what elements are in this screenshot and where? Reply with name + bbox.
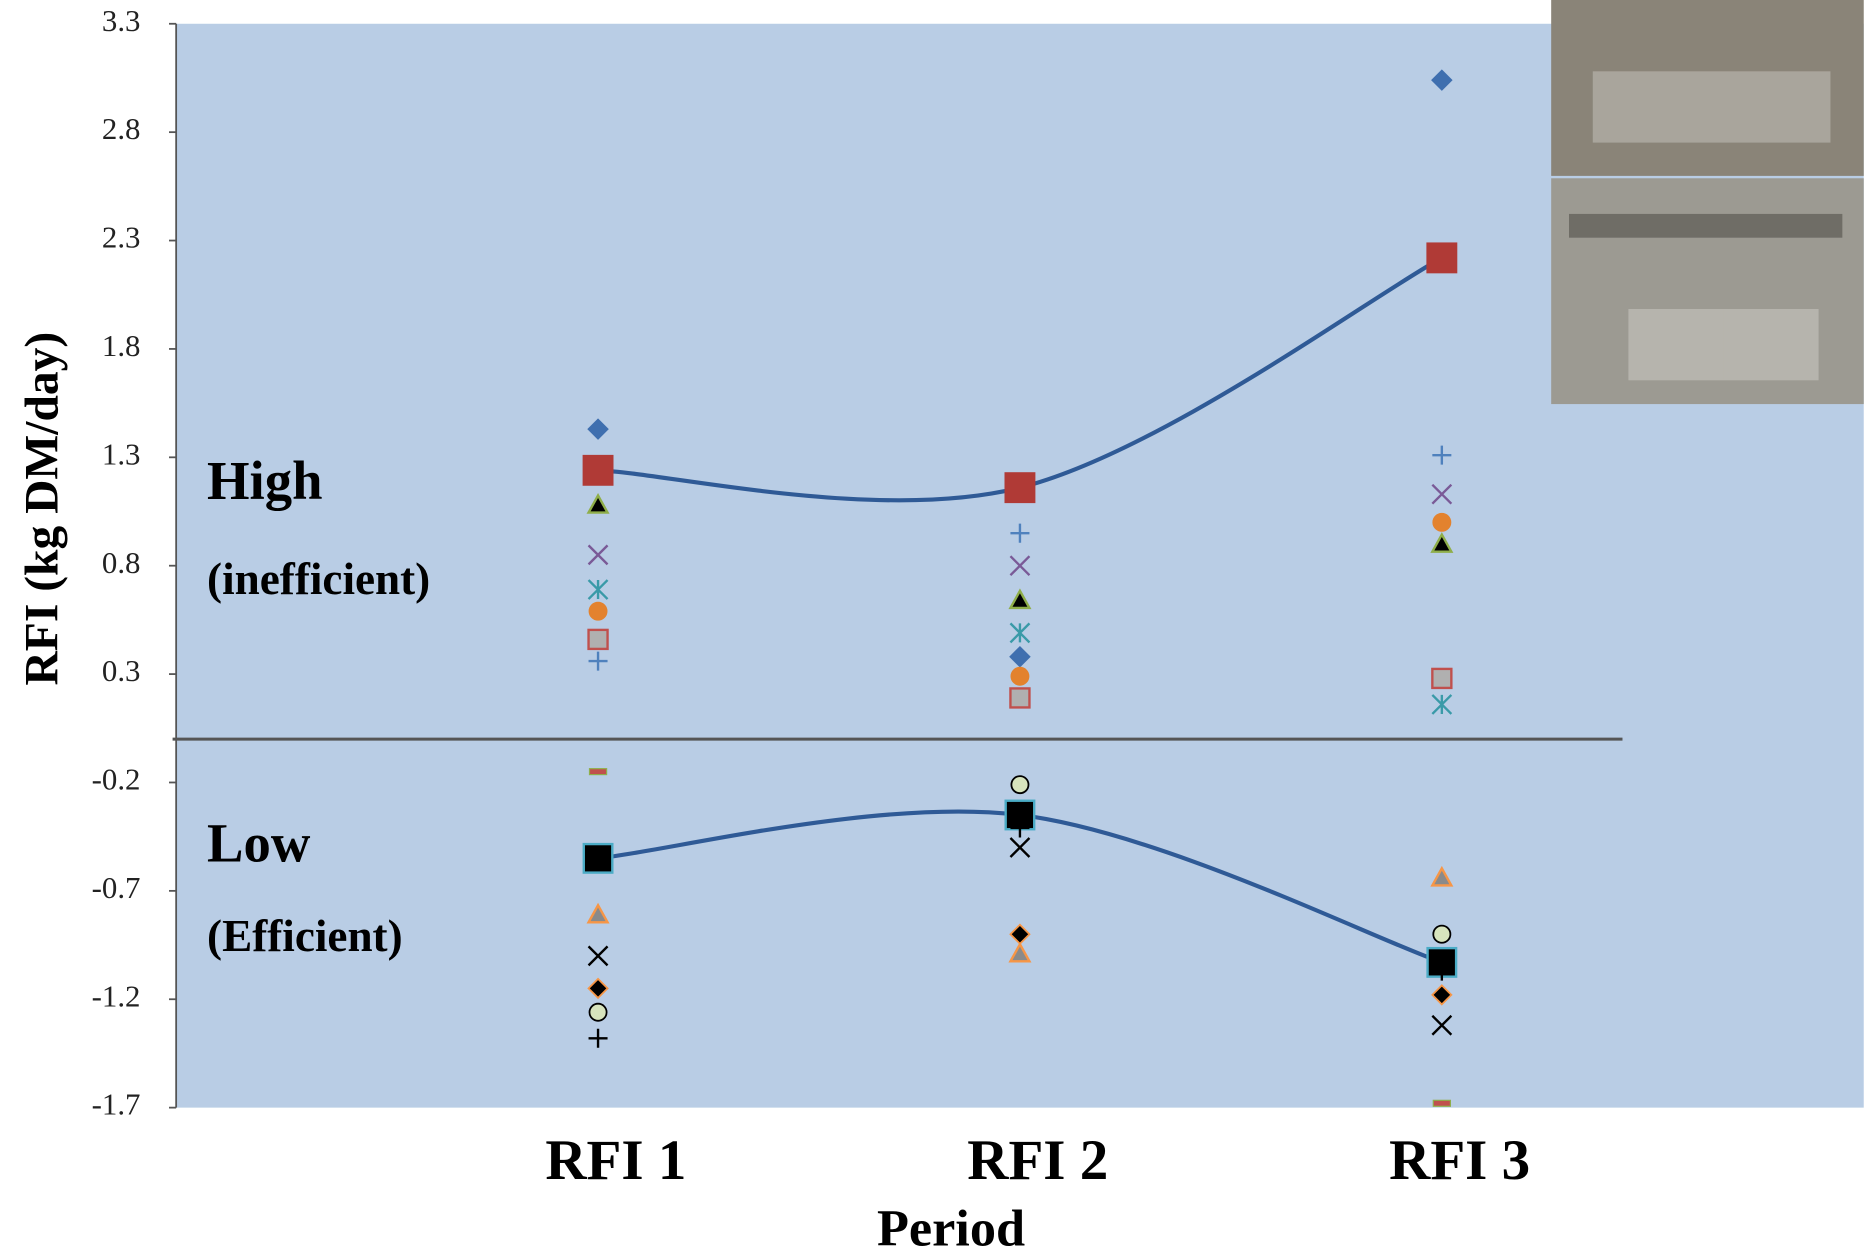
marker [1428,244,1457,273]
annotation: Low [207,813,311,874]
marker [589,603,606,620]
marker [589,630,608,649]
annotation: (inefficient) [207,554,430,604]
marker [1006,473,1035,502]
y-tick-label: 2.8 [102,111,141,146]
marker [589,769,606,775]
marker [584,844,613,873]
marker [1432,669,1451,688]
y-axis-label: RFI (kg DM/day) [16,332,68,686]
y-tick-label: -1.2 [92,978,141,1013]
y-tick-label: 3.3 [102,3,141,38]
page: {"chart_data":{"type":"scatter", "y_labe… [0,0,1864,1255]
y-tick-label: 2.3 [102,220,141,255]
chart: RFI (kg DM/day) Period High (inefficient… [0,0,1864,1255]
photo [1551,0,1864,404]
y-tick-label: 1.8 [102,328,141,363]
y-tick-label: -0.7 [92,870,141,905]
marker [1011,776,1028,793]
marker [1433,1100,1450,1106]
y-tick-label: 0.3 [102,653,141,688]
annotation: (Efficient) [207,911,403,961]
y-tick-label: -1.7 [92,1087,141,1122]
marker [1011,668,1028,685]
x-axis-label: Period [877,1199,1025,1255]
y-tick-label: -0.2 [92,762,141,797]
x-tick-label: RFI 1 [545,1129,686,1192]
x-tick-label: RFI 2 [967,1129,1108,1192]
annotation: High [207,450,322,511]
y-tick-label: 0.8 [102,545,141,580]
marker [589,1004,606,1021]
marker [1433,514,1450,531]
y-tick-label: 1.3 [102,436,141,471]
x-tick-label: RFI 3 [1389,1129,1530,1192]
marker [1433,926,1450,943]
marker [1010,688,1029,707]
marker [584,456,613,485]
